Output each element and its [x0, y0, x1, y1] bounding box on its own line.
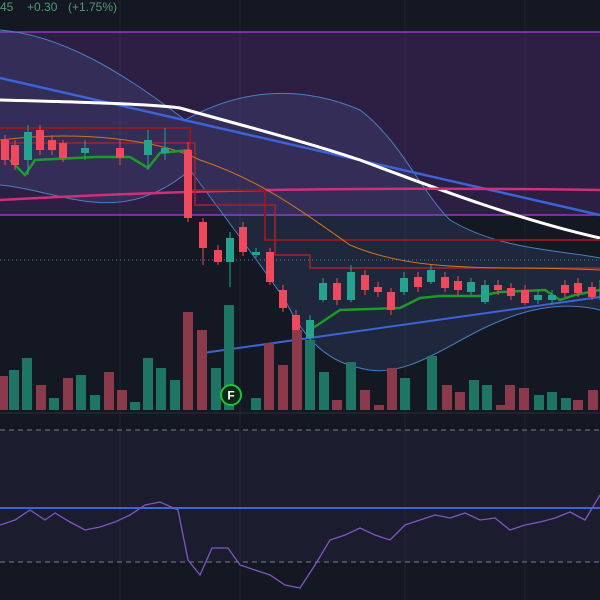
band-lower	[0, 169, 600, 372]
rsi-line	[0, 494, 600, 589]
band-upper	[0, 29, 600, 259]
band-fill	[0, 30, 600, 371]
candles-down	[1, 130, 596, 332]
stop-lower	[0, 142, 600, 269]
moving-average	[0, 98, 600, 240]
trend-line	[0, 76, 600, 217]
rsi-band	[0, 430, 600, 562]
event-marker-label: F	[227, 389, 234, 403]
event-marker[interactable]	[220, 384, 242, 406]
stop-upper	[0, 127, 600, 241]
header-change-pct: (+1.75%)	[68, 0, 117, 14]
channel-fill	[0, 32, 600, 215]
header-price: 45	[0, 0, 14, 14]
volume-up	[9, 305, 571, 410]
orange-line	[0, 135, 600, 271]
header-change: +0.30	[27, 0, 58, 14]
volume-down	[0, 312, 598, 410]
